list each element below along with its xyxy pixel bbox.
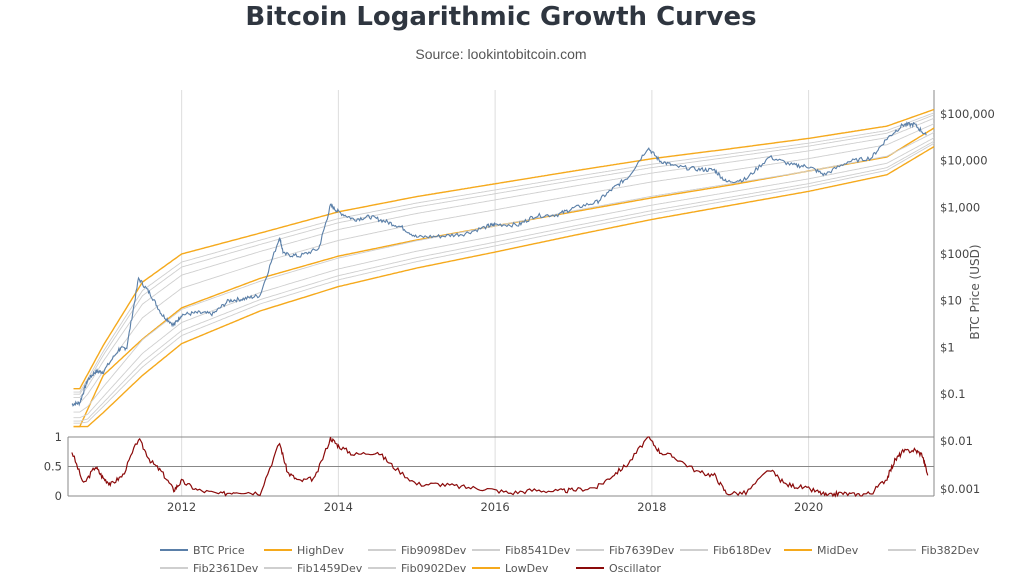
band-fib2361dev xyxy=(73,137,935,419)
legend-item[interactable]: Fib9098Dev xyxy=(368,542,466,558)
legend-item[interactable]: Fib2361Dev xyxy=(160,560,258,576)
oscillator-tick-label: 0.5 xyxy=(44,460,62,474)
chart-subtitle: Source: lookintobitcoin.com xyxy=(415,46,587,62)
legend-swatch xyxy=(888,549,916,551)
band-fib618dev xyxy=(73,123,935,404)
oscillator-right-tick-label: $0.01 xyxy=(940,434,973,448)
legend-label: HighDev xyxy=(297,543,345,557)
legend-item[interactable]: Fib8541Dev xyxy=(472,542,570,558)
band-fib382dev xyxy=(73,131,935,413)
legend-label: Fib9098Dev xyxy=(401,543,467,557)
legend-item[interactable]: MidDev xyxy=(784,542,858,558)
band-fib0902dev xyxy=(73,142,935,424)
legend-item[interactable]: Fib618Dev xyxy=(680,542,771,558)
x-tick-label: 2012 xyxy=(167,500,196,514)
legend-item[interactable]: HighDev xyxy=(264,542,344,558)
chart-title: Bitcoin Logarithmic Growth Curves xyxy=(245,2,757,32)
legend-item[interactable]: Fib0902Dev xyxy=(368,560,466,576)
legend-label: Fib1459Dev xyxy=(297,561,363,575)
oscillator-right-tick-label: $0.001 xyxy=(940,482,980,496)
y-tick-label: $1 xyxy=(940,340,955,354)
legend-label: MidDev xyxy=(817,543,859,557)
legend-item[interactable]: LowDev xyxy=(472,560,548,576)
legend-swatch xyxy=(368,549,396,551)
legend-label: Fib618Dev xyxy=(713,543,772,557)
legend-label: Fib7639Dev xyxy=(609,543,675,557)
legend-item[interactable]: Fib7639Dev xyxy=(576,542,674,558)
legend-swatch xyxy=(784,549,812,551)
legend-swatch xyxy=(576,549,604,551)
y-tick-label: $1,000 xyxy=(940,200,980,214)
legend-item[interactable]: Fib382Dev xyxy=(888,542,979,558)
x-tick-label: 2020 xyxy=(794,500,823,514)
band-lowdev xyxy=(73,146,935,428)
legend-item[interactable]: Fib1459Dev xyxy=(264,560,362,576)
legend-swatch xyxy=(264,567,292,569)
y-tick-label: $100 xyxy=(940,247,969,261)
y-tick-label: $0.1 xyxy=(940,387,966,401)
x-tick-label: 2018 xyxy=(637,500,666,514)
legend-swatch xyxy=(264,549,292,551)
band-fib1459dev xyxy=(73,140,935,422)
legend-item[interactable]: Oscillator xyxy=(576,560,661,576)
y-tick-label: $100,000 xyxy=(940,107,995,121)
legend-label: Fib382Dev xyxy=(921,543,980,557)
y-axis-label: BTC Price (USD) xyxy=(968,244,982,339)
x-tick-label: 2014 xyxy=(324,500,353,514)
legend-label: Fib8541Dev xyxy=(505,543,571,557)
band-fib8541dev xyxy=(73,114,935,395)
x-tick-label: 2016 xyxy=(480,500,509,514)
legend-swatch xyxy=(368,567,396,569)
band-curves xyxy=(73,108,935,428)
band-highdev xyxy=(73,108,935,390)
legend-label: BTC Price xyxy=(193,543,245,557)
legend-swatch xyxy=(576,567,604,569)
legend-swatch xyxy=(160,549,188,551)
legend-swatch xyxy=(680,549,708,551)
legend-label: LowDev xyxy=(505,561,549,575)
legend-label: Fib2361Dev xyxy=(193,561,259,575)
legend-label: Oscillator xyxy=(609,561,661,575)
y-tick-label: $10 xyxy=(940,294,962,308)
legend-swatch xyxy=(472,549,500,551)
legend-swatch xyxy=(472,567,500,569)
series-btc-price xyxy=(71,120,927,407)
band-fib9098dev xyxy=(73,112,935,393)
legend-swatch xyxy=(160,567,188,569)
y-tick-label: $10,000 xyxy=(940,154,988,168)
legend-label: Fib0902Dev xyxy=(401,561,467,575)
band-fib7639dev xyxy=(73,117,935,399)
oscillator-tick-label: 1 xyxy=(55,430,62,444)
series-oscillator xyxy=(71,436,929,498)
legend-item[interactable]: BTC Price xyxy=(160,542,245,558)
oscillator-tick-label: 0 xyxy=(55,489,62,503)
band-middev xyxy=(73,127,935,428)
